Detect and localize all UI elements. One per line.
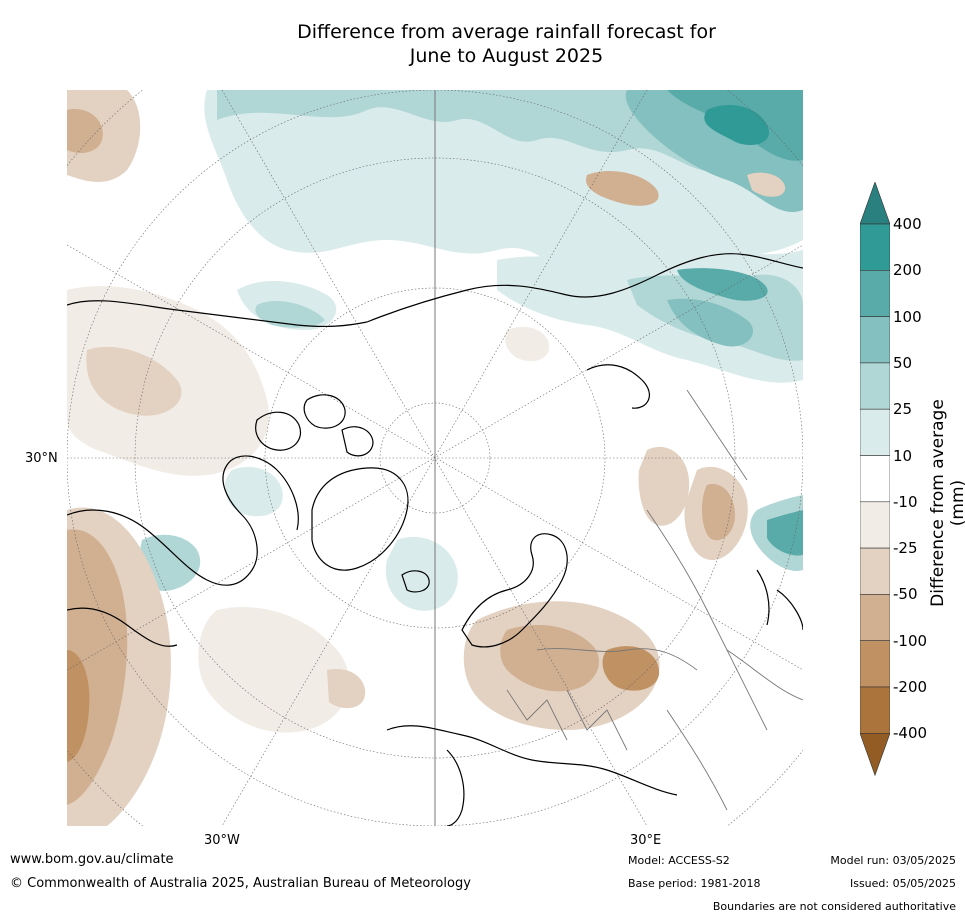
footer-model: Model: ACCESS-S2 (628, 854, 730, 867)
footer-boundaries: Boundaries are not considered authoritat… (712, 900, 956, 913)
footer-url: www.bom.gov.au/climate (10, 852, 174, 867)
anomaly-fill-layer (67, 90, 803, 826)
title-line-2: June to August 2025 (409, 45, 604, 67)
chart-title: Difference from average rainfall forecas… (0, 20, 965, 68)
colorbar-segment (860, 501, 890, 549)
colorbar-tick-label: 25 (893, 400, 913, 419)
rainfall-anomaly-map (67, 90, 803, 826)
colorbar-segment (860, 547, 890, 595)
colorbar-segment (860, 408, 890, 456)
map-svg (67, 90, 803, 826)
colorbar-segment (860, 223, 890, 271)
colorbar-segment (860, 362, 890, 410)
colorbar-tick-label: -10 (893, 492, 918, 511)
colorbar-segment (860, 316, 890, 364)
footer-base-period: Base period: 1981-2018 (628, 877, 761, 890)
colorbar-tick-label: -25 (893, 539, 918, 558)
colorbar-segment (860, 686, 890, 734)
colorbar-tick-label: 200 (893, 261, 922, 280)
footer-issued: Issued: 05/05/2025 (849, 877, 956, 890)
colorbar-tick-label: 400 (893, 215, 922, 233)
colorbar-extend-bottom (860, 733, 890, 777)
colorbar-segment (860, 640, 890, 688)
colorbar-extend-top (860, 182, 890, 225)
footer-copyright: © Commonwealth of Australia 2025, Austra… (10, 876, 471, 891)
colorbar-title: Difference from average (mm) (928, 399, 965, 607)
colorbar-segments (860, 182, 890, 777)
colorbar-tick-label: -50 (893, 585, 918, 604)
lon-30w-label: 30°W (204, 833, 240, 848)
country-borders (506, 389, 803, 811)
colorbar-segment (860, 455, 890, 503)
colorbar-tick-label: 10 (893, 446, 913, 465)
lat-30n-label: 30°N (25, 451, 58, 466)
title-line-1: Difference from average rainfall forecas… (297, 21, 716, 43)
lon-30e-label: 30°E (630, 833, 662, 848)
colorbar-tick-label: -100 (893, 631, 928, 650)
colorbar-segment (860, 270, 890, 317)
colorbar-tick-label: 50 (893, 353, 913, 372)
coastlines (67, 253, 803, 826)
footer-model-run: Model run: 03/05/2025 (830, 854, 956, 867)
colorbar-tick-label: 100 (893, 307, 922, 326)
colorbar (860, 182, 890, 777)
colorbar-tick-label: -400 (893, 724, 928, 743)
colorbar-tick-label: -200 (893, 678, 928, 696)
colorbar-segment (860, 594, 890, 641)
